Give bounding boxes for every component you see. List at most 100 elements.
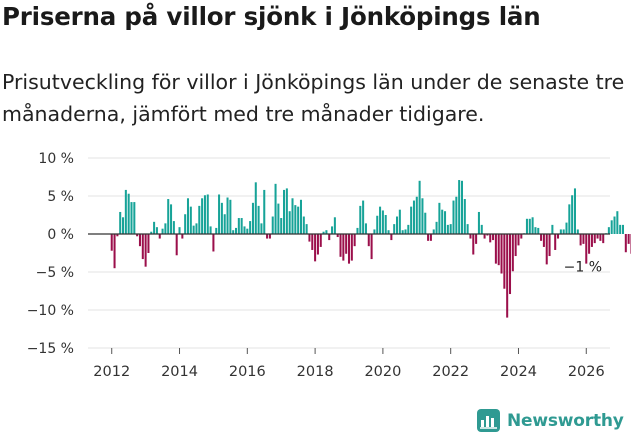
bar (232, 230, 235, 234)
bar (322, 231, 325, 234)
bar (427, 234, 430, 241)
bar (596, 234, 599, 239)
bar (155, 227, 158, 234)
bar (274, 183, 277, 234)
bar (387, 230, 390, 234)
bar (531, 217, 534, 234)
bar (311, 234, 314, 250)
bar (472, 234, 475, 255)
bar (398, 209, 401, 234)
bar (376, 215, 379, 234)
bar (175, 234, 178, 256)
bar (136, 234, 139, 237)
bar (460, 180, 464, 234)
bar (294, 205, 297, 234)
bar (299, 199, 302, 234)
bar (449, 224, 452, 234)
bar (545, 234, 548, 265)
x-tick-label: 2016 (229, 364, 266, 380)
bar (429, 234, 432, 241)
bar (220, 202, 223, 234)
bar (116, 234, 119, 237)
bar (359, 205, 362, 234)
bar (466, 224, 469, 234)
bar (534, 227, 537, 234)
x-tick-label: 2014 (161, 364, 198, 380)
y-tick-label: 0 % (47, 227, 74, 243)
bar (285, 188, 288, 234)
bar (127, 193, 130, 234)
bar (333, 217, 336, 234)
bar (268, 234, 271, 239)
bar (621, 224, 625, 234)
bar (537, 227, 540, 234)
bar (113, 234, 116, 269)
bar (565, 222, 568, 234)
bar (246, 228, 249, 234)
bar (342, 234, 345, 261)
bar (147, 234, 150, 253)
bar (325, 230, 328, 234)
bar (201, 198, 204, 234)
bar (170, 204, 173, 234)
bar (316, 234, 319, 255)
bar (184, 214, 187, 234)
bar (390, 234, 393, 241)
bar (138, 234, 141, 247)
bar (189, 206, 192, 234)
bar (588, 234, 591, 254)
bar (548, 234, 551, 257)
bar (616, 211, 619, 234)
bar (362, 200, 365, 234)
bar (215, 227, 218, 234)
bar (198, 205, 201, 234)
x-tick-label: 2012 (93, 364, 130, 380)
bar (172, 221, 175, 234)
bar (226, 197, 229, 234)
bar (263, 189, 266, 234)
chart-bubble-icon (477, 409, 500, 432)
bar (525, 218, 528, 234)
bar (153, 221, 156, 234)
bar (441, 209, 444, 234)
brand-logo[interactable]: Newsworthy (477, 409, 624, 432)
bar (308, 234, 311, 242)
bar (444, 211, 447, 234)
bar (119, 211, 122, 234)
y-tick-label: −10 % (27, 303, 74, 319)
bar (271, 216, 274, 234)
bar (237, 218, 240, 234)
bar (469, 234, 472, 239)
bar (559, 229, 562, 234)
bar (277, 203, 280, 234)
bar (266, 234, 269, 239)
bar (229, 199, 232, 234)
y-tick-label: 5 % (47, 189, 74, 205)
bar (122, 217, 125, 234)
bar (396, 216, 399, 234)
y-tick-label: −15 % (27, 341, 74, 357)
bar (576, 229, 579, 234)
bar (124, 189, 127, 234)
bar (407, 224, 410, 234)
x-tick-label: 2022 (432, 364, 469, 380)
bar (260, 223, 263, 234)
bar (562, 229, 565, 234)
bar (593, 234, 596, 244)
bar (353, 234, 356, 247)
bar (212, 234, 215, 252)
bar (283, 189, 286, 234)
bar (302, 216, 305, 234)
bar (291, 198, 294, 234)
bar (554, 234, 557, 250)
bar (627, 234, 630, 244)
bar (432, 229, 435, 234)
bar (435, 221, 438, 234)
bar (393, 224, 396, 234)
bar (356, 227, 359, 234)
bar (133, 202, 136, 234)
bar (192, 225, 195, 234)
bar (209, 226, 212, 234)
chart-title: Priserna på villor sjönk i Jönköpings lä… (2, 2, 541, 31)
